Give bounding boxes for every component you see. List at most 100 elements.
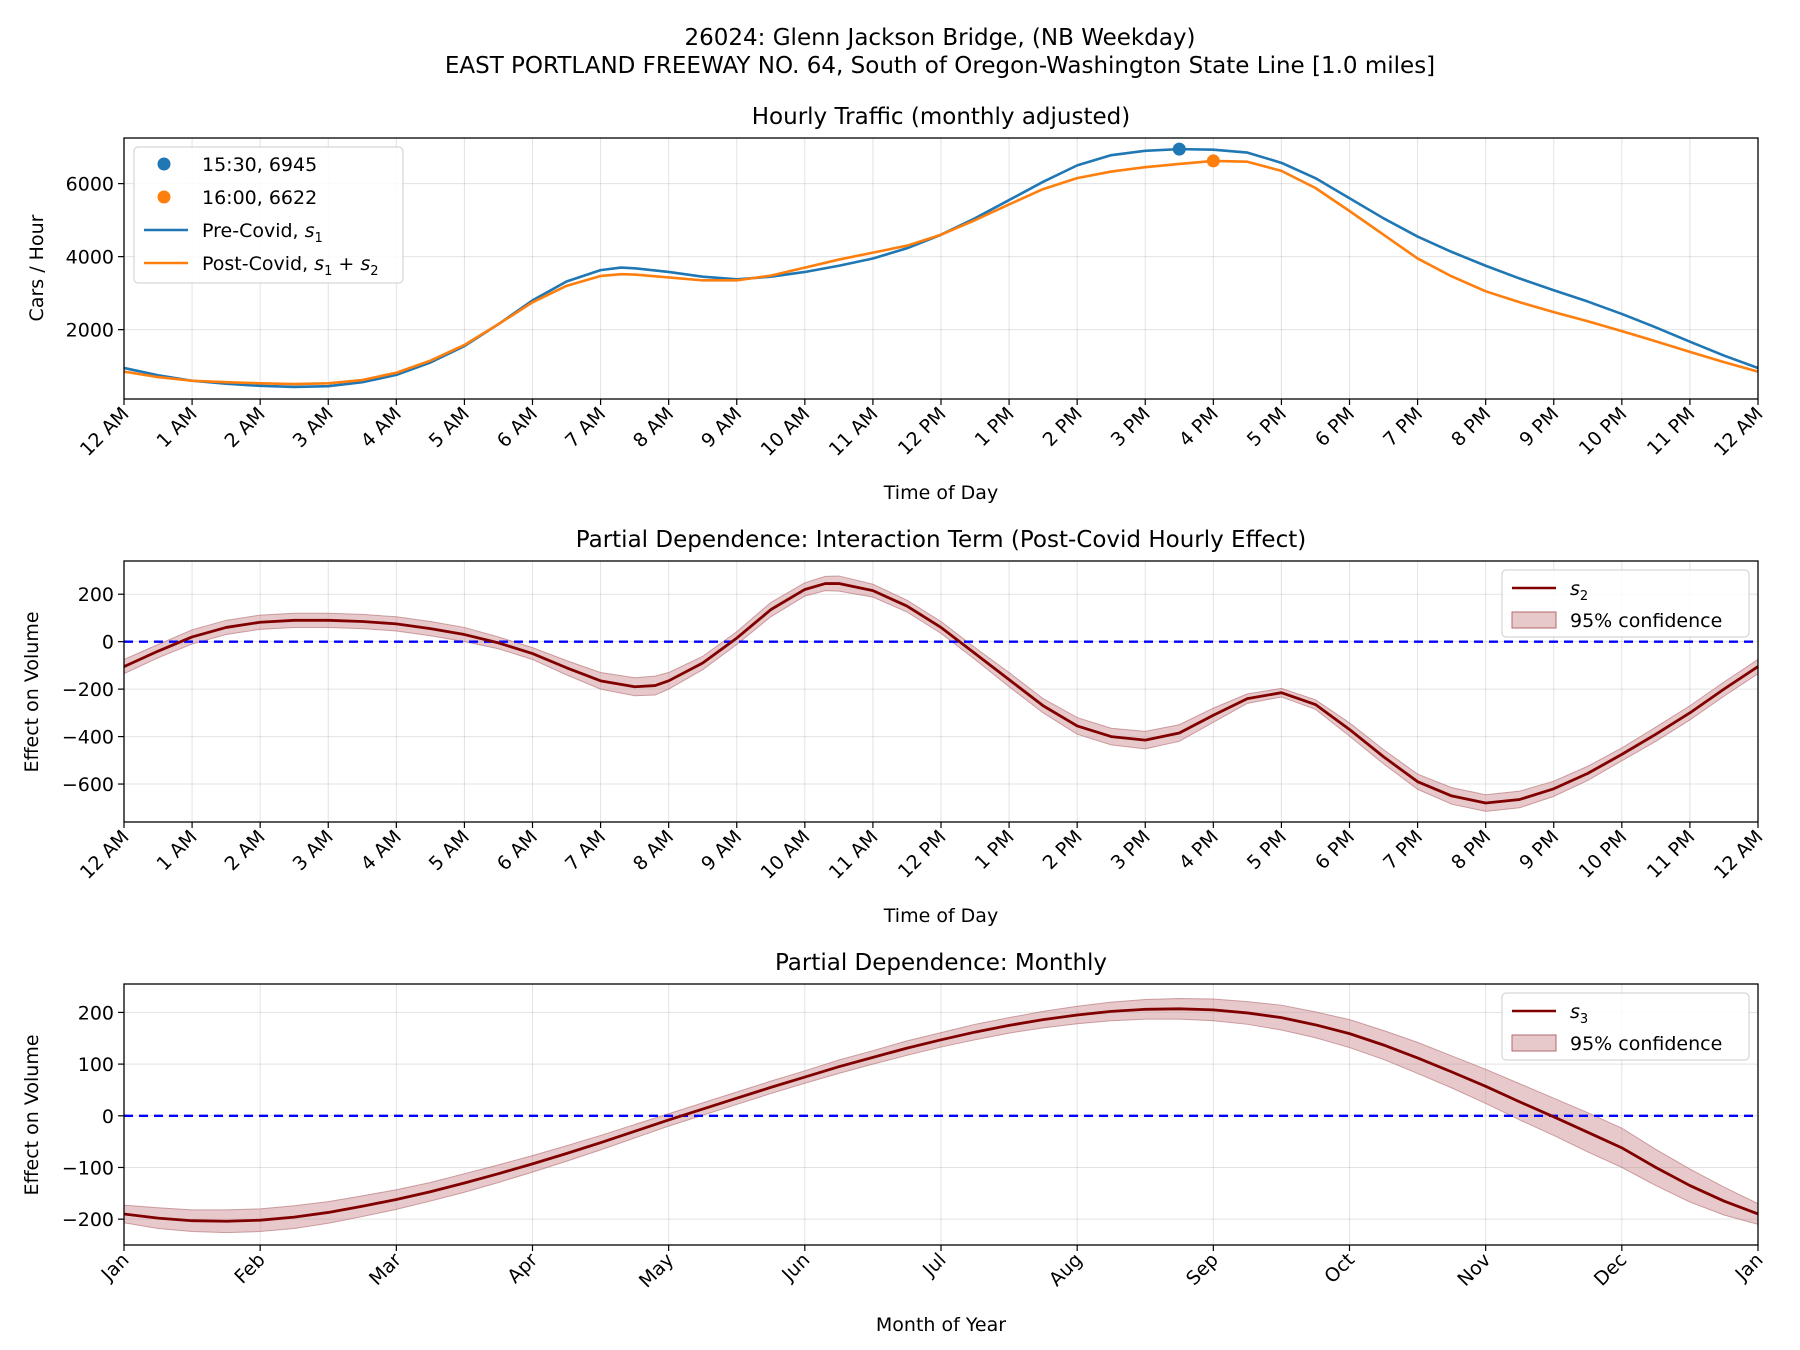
x-tick-label: 5 AM — [425, 826, 474, 875]
x-tick-label: 9 AM — [697, 826, 746, 875]
x-tick-label: 7 PM — [1379, 826, 1427, 874]
x-tick-label: 7 AM — [561, 403, 610, 452]
y-tick-labels: 2000 4000 6000 — [66, 174, 124, 342]
peak-point-pre-covid — [1172, 142, 1186, 156]
x-tick-label: Oct — [1320, 1249, 1359, 1288]
y-tick-label: −600 — [62, 774, 114, 796]
x-tick-label: 7 PM — [1379, 403, 1427, 451]
axes-frame — [123, 137, 1759, 400]
x-tick-labels: 12 AM 1 AM 2 AM 3 AM 4 AM 5 AM 6 AM 7 AM 8 AM 9 A… — [76, 399, 1768, 461]
x-tick-label: 12 PM — [894, 826, 951, 883]
x-tick-label: 12 AM — [1710, 826, 1768, 884]
x-tick-label: 10 AM — [757, 403, 815, 461]
x-tick-label: 11 PM — [1643, 403, 1700, 460]
x-tick-label: 11 AM — [825, 403, 883, 461]
x-tick-label: 1 PM — [971, 826, 1019, 874]
legend: s3 95% confidence — [1501, 992, 1750, 1061]
legend-patch-confidence — [1511, 611, 1557, 629]
x-axis-label: Time of Day — [883, 905, 998, 927]
x-tick-label: 2 AM — [221, 403, 270, 452]
x-tick-label: Jan — [97, 1249, 134, 1286]
x-tick-label: 4 PM — [1175, 826, 1223, 874]
x-tick-label: 8 AM — [629, 403, 678, 452]
y-tick-label: −200 — [62, 1209, 114, 1231]
x-tick-label: 12 AM — [76, 403, 134, 461]
y-tick-labels: −200 −100 0 100 200 — [62, 1002, 124, 1231]
legend-marker-peak-pre — [157, 157, 171, 171]
x-tick-label: 4 AM — [357, 826, 406, 875]
x-tick-label: Aug — [1045, 1249, 1087, 1291]
legend-patch-confidence — [1511, 1034, 1557, 1052]
x-tick-label: 4 AM — [357, 403, 406, 452]
x-tick-label: 6 PM — [1311, 826, 1359, 874]
x-tick-label: 1 PM — [971, 403, 1019, 451]
y-tick-label: 4000 — [66, 247, 114, 269]
suptitle-line-2: EAST PORTLAND FREEWAY NO. 64, South of O… — [445, 53, 1435, 79]
x-tick-label: 11 PM — [1643, 826, 1700, 883]
x-tick-label: 4 PM — [1175, 403, 1223, 451]
x-tick-labels: Jan Feb Mar Apr May Jun Jul Aug Sep Oct Nov Dec Jan — [97, 1245, 1768, 1292]
post-covid-line — [123, 159, 1759, 386]
suptitle-line-1: 26024: Glenn Jackson Bridge, (NB Weekday… — [685, 25, 1196, 51]
x-tick-label: 12 AM — [1710, 403, 1768, 461]
legend-label-pre-covid: Pre-Covid, s1 — [202, 220, 323, 246]
y-tick-label: 200 — [78, 584, 114, 606]
monthly-panel: Partial Dependence: Monthly Jan Feb Mar Apr… — [21, 950, 1768, 1336]
x-tick-label: 7 AM — [561, 826, 610, 875]
effect-line — [123, 582, 1759, 805]
axes-frame — [123, 983, 1759, 1246]
y-axis-label: Effect on Volume — [21, 1034, 43, 1195]
x-tick-label: 12 AM — [76, 826, 134, 884]
x-tick-label: Jan — [1731, 1249, 1768, 1286]
x-tick-label: 3 AM — [289, 826, 338, 875]
x-axis-label: Time of Day — [883, 482, 998, 504]
x-tick-label: 1 AM — [152, 403, 201, 452]
x-tick-label: 1 AM — [152, 826, 201, 875]
y-tick-labels: −600 −400 −200 0 200 — [62, 584, 124, 796]
x-tick-label: 2 AM — [221, 826, 270, 875]
y-tick-label: 0 — [102, 1106, 114, 1128]
x-tick-label: 6 AM — [493, 826, 542, 875]
legend-label-confidence: 95% confidence — [1570, 610, 1722, 632]
x-tick-label: 2 PM — [1039, 826, 1087, 874]
x-tick-label: 9 PM — [1515, 403, 1563, 451]
x-tick-label: Apr — [503, 1249, 542, 1288]
x-tick-label: 8 PM — [1447, 403, 1495, 451]
legend: s2 95% confidence — [1501, 569, 1750, 638]
y-tick-label: −400 — [62, 727, 114, 749]
x-tick-label: 2 PM — [1039, 403, 1087, 451]
x-tick-label: 8 AM — [629, 826, 678, 875]
legend-label-confidence: 95% confidence — [1570, 1033, 1722, 1055]
x-tick-label: Nov — [1453, 1249, 1495, 1291]
interaction-term-title: Partial Dependence: Interaction Term (Po… — [576, 527, 1306, 553]
legend-label-peak-post: 16:00, 6622 — [202, 187, 317, 209]
x-tick-label: Dec — [1590, 1249, 1632, 1291]
x-tick-label: 6 AM — [493, 403, 542, 452]
y-tick-label: 200 — [78, 1002, 114, 1024]
y-axis-label: Effect on Volume — [21, 611, 43, 772]
axes-frame — [123, 560, 1759, 823]
peak-point-post-covid — [1206, 154, 1220, 168]
interaction-term-panel: Partial Dependence: Interaction Term (Po… — [21, 527, 1768, 927]
x-tick-label: 10 PM — [1575, 826, 1632, 883]
x-tick-label: 9 PM — [1515, 826, 1563, 874]
monthly-title: Partial Dependence: Monthly — [775, 950, 1107, 976]
x-tick-label: Jul — [918, 1249, 950, 1281]
effect-line — [123, 1007, 1759, 1223]
x-tick-label: 5 AM — [425, 403, 474, 452]
y-tick-label: 2000 — [66, 320, 114, 342]
legend: 15:30, 6945 16:00, 6622 Pre-Covid, s1 Po… — [133, 146, 404, 284]
x-tick-label: 5 PM — [1243, 403, 1291, 451]
legend-label-peak-pre: 15:30, 6945 — [202, 154, 317, 176]
x-tick-label: Sep — [1182, 1249, 1223, 1290]
y-tick-label: 6000 — [66, 174, 114, 196]
hourly-traffic-panel: Hourly Traffic (monthly adjusted) 12 AM 1… — [26, 104, 1768, 504]
x-tick-label: 3 PM — [1107, 403, 1155, 451]
legend-label-post-covid: Post-Covid, s1 + s2 — [202, 253, 379, 279]
x-axis-label: Month of Year — [876, 1314, 1006, 1336]
y-tick-label: −200 — [62, 679, 114, 701]
y-tick-label: −100 — [62, 1157, 114, 1179]
x-tick-label: 5 PM — [1243, 826, 1291, 874]
x-tick-labels: 12 AM 1 AM 2 AM 3 AM 4 AM 5 AM 6 AM 7 AM 8 AM 9 A… — [76, 822, 1768, 884]
x-tick-label: 10 AM — [757, 826, 815, 884]
